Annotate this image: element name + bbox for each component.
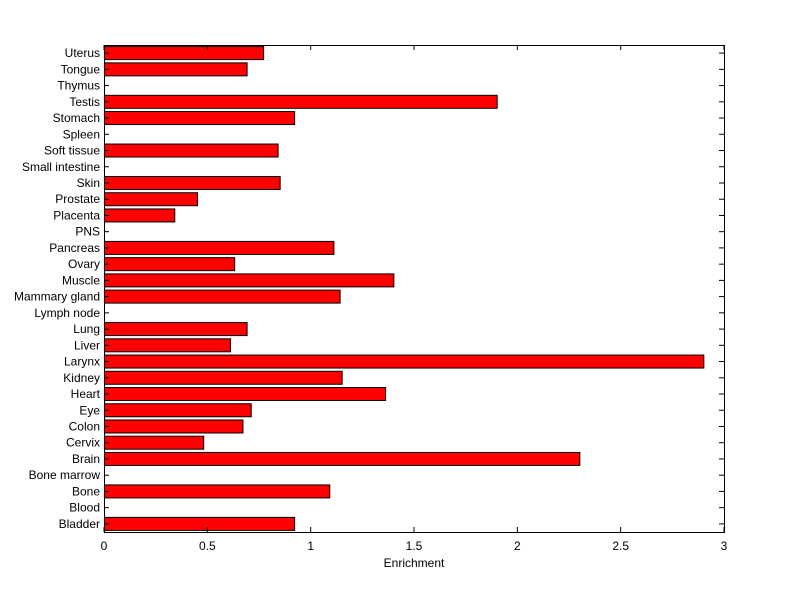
y-tick-label: Eye <box>79 403 100 417</box>
y-tick-label: Bone marrow <box>29 468 101 482</box>
bar-bladder <box>104 516 296 531</box>
y-tick-label: Colon <box>69 419 100 433</box>
bar-skin <box>104 175 281 190</box>
y-tick-label: Small intestine <box>22 160 100 174</box>
y-tick-label: Lung <box>73 322 100 336</box>
y-tick-label: Liver <box>74 338 100 352</box>
y-tick-label: Lymph node <box>34 306 100 320</box>
y-tick-label: Kidney <box>63 371 100 385</box>
bar-liver <box>104 338 232 353</box>
bar-larynx <box>104 354 705 369</box>
y-tick-label: Stomach <box>53 111 100 125</box>
y-tick-label: Bladder <box>59 517 100 531</box>
bar-eye <box>104 403 252 418</box>
bar-cervix <box>104 435 205 450</box>
y-tick-label: Bone <box>72 484 100 498</box>
x-tick-label: 0 <box>101 539 108 553</box>
x-tick-label: 1 <box>307 539 314 553</box>
bar-kidney <box>104 370 343 385</box>
y-tick-label: Cervix <box>66 436 100 450</box>
bar-bone <box>104 484 331 499</box>
bar-ovary <box>104 257 236 272</box>
y-tick-label: Testis <box>69 95 100 109</box>
y-tick-label: PNS <box>75 225 100 239</box>
bar-soft-tissue <box>104 143 279 158</box>
bar-prostate <box>104 192 198 207</box>
y-tick-label: Heart <box>71 387 101 401</box>
bar-pancreas <box>104 240 335 255</box>
bar-lung <box>104 322 248 337</box>
y-tick-label: Placenta <box>53 208 100 222</box>
y-tick-label: Mammary gland <box>14 290 100 304</box>
bar-uterus <box>104 46 265 61</box>
y-tick-label: Blood <box>69 501 100 515</box>
y-tick-label: Thymus <box>57 79 100 93</box>
bar-testis <box>104 94 498 109</box>
y-tick-label: Muscle <box>62 273 100 287</box>
x-tick-label: 1.5 <box>406 539 423 553</box>
y-tick-label: Pancreas <box>49 241 100 255</box>
bar-stomach <box>104 111 296 126</box>
bars-layer <box>104 46 705 531</box>
bar-heart <box>104 387 387 402</box>
y-tick-label: Tongue <box>61 62 101 76</box>
plot-area-frame <box>104 45 725 533</box>
x-tick-label: 3 <box>721 539 728 553</box>
y-tick-label: Prostate <box>55 192 100 206</box>
y-tick-label: Soft tissue <box>44 144 100 158</box>
y-tick-label: Larynx <box>64 355 100 369</box>
y-tick-label: Ovary <box>68 257 100 271</box>
bar-brain <box>104 451 581 466</box>
bar-mammary-gland <box>104 289 341 304</box>
x-tick-label: 2.5 <box>612 539 629 553</box>
bar-muscle <box>104 273 395 288</box>
x-axis-title: Enrichment <box>384 556 445 570</box>
y-tick-label: Spleen <box>63 127 100 141</box>
x-tick-label: 0.5 <box>199 539 216 553</box>
labels-layer: Bladder Blood Bone Bone marrow Brain Cervix Co… <box>14 46 728 553</box>
bar-tongue <box>104 62 248 77</box>
x-tick-label: 2 <box>514 539 521 553</box>
y-tick-label: Skin <box>77 176 100 190</box>
y-tick-label: Uterus <box>65 46 100 60</box>
bar-placenta <box>104 208 176 223</box>
bar-colon <box>104 419 244 434</box>
y-tick-label: Brain <box>72 452 100 466</box>
